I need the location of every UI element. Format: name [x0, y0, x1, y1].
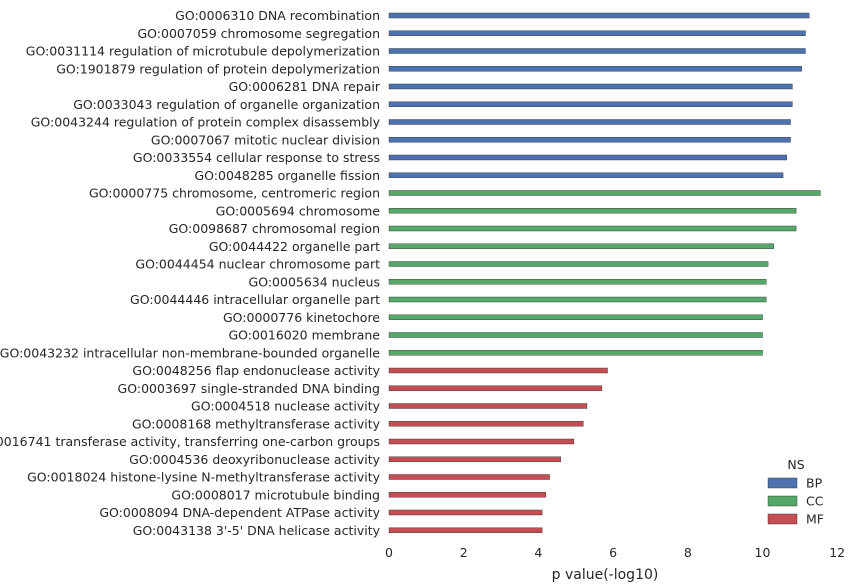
x-axis-ticks: 0 2 4 6 8 10 12: [385, 545, 845, 560]
x-tick-label: 12: [829, 545, 845, 560]
bar-bp: [388, 172, 784, 178]
category-label: GO:0008094 DNA-dependent ATPase activity: [99, 505, 380, 520]
bar-cc: [388, 261, 769, 267]
bar-cc: [388, 350, 763, 356]
bar-mf: [388, 385, 603, 391]
legend: NS BP CC MF: [767, 457, 824, 527]
category-label: GO:0006281 DNA repair: [229, 79, 381, 94]
category-label: GO:0008168 methyltransferase activity: [132, 416, 381, 431]
category-label: GO:1901879 regulation of protein depolym…: [56, 61, 380, 76]
category-label: GO:0048256 flap endonuclease activity: [132, 363, 380, 378]
x-tick-label: 6: [609, 545, 617, 560]
legend-label-cc: CC: [806, 494, 824, 509]
category-label: GO:0004536 deoxyribonuclease activity: [129, 452, 380, 467]
category-label: GO:0033043 regulation of organelle organ…: [73, 97, 380, 112]
bar-cc: [388, 225, 797, 232]
legend-label-bp: BP: [806, 476, 823, 491]
category-label: GO:0018024 histone-lysine N-methyltransf…: [27, 470, 380, 485]
x-tick-label: 2: [460, 545, 468, 560]
category-label: GO:0005694 chromosome: [216, 203, 381, 218]
bar-mf: [388, 438, 575, 445]
x-axis-title: p value(-log10): [552, 567, 659, 583]
bar-bp: [388, 12, 810, 19]
bars: [388, 12, 821, 533]
bar-mf: [388, 509, 543, 516]
bar-mf: [388, 492, 547, 498]
bar-cc: [388, 296, 767, 303]
bar-cc: [388, 243, 774, 249]
category-labels: GO:0006310 DNA recombination GO:0007059 c…: [0, 8, 381, 538]
bar-bp: [388, 30, 806, 36]
category-label: GO:0048285 organelle fission: [195, 168, 381, 183]
category-label: GO:0043232 intracellular non-membrane-bo…: [0, 345, 380, 360]
bar-mf: [388, 474, 550, 480]
bar-cc: [388, 314, 763, 320]
category-label: GO:0043244 regulation of protein complex…: [31, 115, 381, 130]
bar-bp: [388, 48, 806, 54]
bar-cc: [388, 332, 763, 338]
category-label: GO:0000775 chromosome, centromeric regio…: [89, 186, 380, 201]
x-tick-label: 10: [755, 545, 771, 560]
bar-mf: [388, 456, 562, 462]
category-label: GO:0033554 cellular response to stress: [133, 150, 380, 165]
x-tick-label: 4: [534, 545, 542, 560]
legend-label-mf: MF: [806, 512, 824, 527]
category-label: GO:0003697 single-stranded DNA binding: [118, 381, 380, 396]
category-label: GO:0007067 mitotic nuclear division: [151, 132, 380, 147]
category-label: GO:0044454 nuclear chromosome part: [135, 257, 380, 272]
bar-bp: [388, 101, 793, 107]
bar-mf: [388, 403, 588, 409]
bar-mf: [388, 367, 608, 374]
category-label: GO:0098687 chromosomal region: [169, 221, 380, 236]
category-label: GO:0006310 DNA recombination: [175, 8, 380, 23]
bar-cc: [388, 279, 767, 285]
category-label: GO:0008017 microtubule binding: [171, 487, 380, 502]
category-label: GO:0016741 transferase activity, transfe…: [0, 434, 380, 449]
bar-bp: [388, 83, 793, 90]
category-label: GO:0004518 nuclease activity: [191, 399, 381, 414]
bar-bp: [388, 119, 791, 125]
x-tick-label: 8: [684, 545, 692, 560]
bar-cc: [388, 190, 821, 196]
legend-swatch-cc: [767, 495, 798, 507]
legend-title: NS: [787, 457, 804, 472]
category-label: GO:0044446 intracellular organelle part: [130, 292, 380, 307]
category-label: GO:0031114 regulation of microtubule dep…: [26, 44, 380, 59]
bar-mf: [388, 527, 543, 533]
bar-bp: [388, 137, 791, 143]
bar-bp: [388, 154, 787, 161]
category-label: GO:0044422 organelle part: [209, 239, 380, 254]
bar-bp: [388, 66, 802, 72]
legend-swatch-bp: [767, 477, 798, 489]
category-label: GO:0016020 membrane: [228, 328, 380, 343]
category-label: GO:0005634 nucleus: [249, 274, 380, 289]
bar-mf: [388, 421, 584, 427]
x-tick-label: 0: [385, 545, 393, 560]
category-label: GO:0007059 chromosome segregation: [137, 26, 380, 41]
bar-cc: [388, 208, 797, 214]
category-label: GO:0043138 3'-5' DNA helicase activity: [133, 523, 381, 538]
legend-swatch-mf: [767, 513, 798, 525]
category-label: GO:0000776 kinetochore: [223, 310, 380, 325]
